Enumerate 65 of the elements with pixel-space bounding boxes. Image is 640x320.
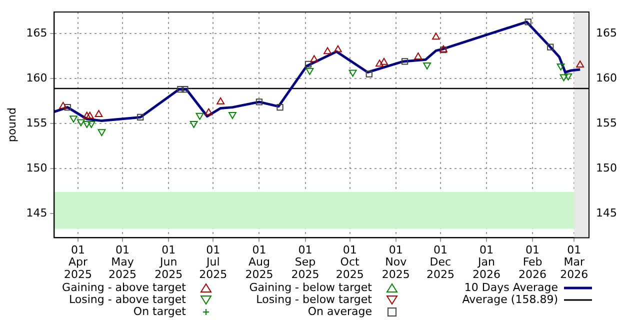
x-tick-label: 01 Jan 2026 <box>472 244 500 281</box>
y2-tick-label: 145 <box>596 206 618 220</box>
point <box>366 70 372 78</box>
x-tick-label: 01 Jun 2025 <box>154 244 183 281</box>
point <box>310 55 318 62</box>
y2-tick-label: 160 <box>596 71 618 84</box>
y2-tick-label: 150 <box>596 161 618 174</box>
y2-tick-label: 155 <box>596 116 618 130</box>
x-tick-label: 01 May 2025 <box>108 244 137 281</box>
point <box>82 121 91 128</box>
x-tick-label: 01 Nov 2025 <box>382 244 410 281</box>
point <box>380 58 388 65</box>
point <box>306 68 314 75</box>
point <box>376 60 384 67</box>
point <box>560 74 568 82</box>
point <box>414 52 422 60</box>
point <box>76 119 85 126</box>
point <box>304 60 312 68</box>
x-tick-label: 01 Oct 2025 <box>336 244 364 281</box>
point <box>70 116 78 123</box>
point <box>334 45 342 52</box>
point <box>98 129 106 136</box>
point <box>547 44 554 50</box>
point <box>137 114 144 121</box>
legend-label: On average <box>306 305 372 318</box>
legend-label: Losing - above target <box>68 293 186 306</box>
legend-label: Average (158.89) <box>461 293 558 306</box>
point <box>276 104 284 111</box>
y-tick-label: 165 <box>26 26 48 40</box>
y2-tick-label: 165 <box>596 26 618 40</box>
point <box>564 73 572 80</box>
legend-label: On target <box>132 305 186 318</box>
x-tick-label: 01 Jul 2025 <box>199 244 228 281</box>
y-axis-title: pound <box>5 108 18 142</box>
legend-label: Losing - below target <box>256 293 372 306</box>
y-tick-label: 160 <box>26 71 48 84</box>
x-tick-label: 01 Sep 2025 <box>291 244 320 281</box>
x-tick-label: 01 Feb 2026 <box>518 244 547 281</box>
legend-label: Gaining - below target <box>248 281 372 294</box>
x-tick-label: 01 Dec 2025 <box>426 244 454 281</box>
point <box>64 104 71 111</box>
point <box>432 32 440 40</box>
y-tick-label: 155 <box>26 116 48 130</box>
x-tick-label: 01 Apr 2025 <box>64 244 92 281</box>
y-tick-label: 150 <box>26 161 48 174</box>
point <box>524 18 532 26</box>
point <box>228 112 236 120</box>
point <box>401 58 408 65</box>
legend-label: Gaining - above target <box>61 281 186 294</box>
point <box>182 86 188 93</box>
point <box>196 112 204 120</box>
point <box>576 60 584 68</box>
point <box>256 98 263 106</box>
legend-label: 10 Days Average <box>463 281 558 294</box>
point <box>177 86 184 93</box>
point <box>190 121 198 128</box>
y-tick-label: 145 <box>26 206 48 220</box>
point <box>324 47 332 54</box>
point <box>94 110 103 118</box>
point <box>423 62 432 70</box>
point <box>87 121 96 128</box>
x-tick-label: 01 Mar 2026 <box>560 244 588 281</box>
x-tick-label: 01 Aug 2025 <box>245 244 274 281</box>
point <box>348 70 357 77</box>
point <box>556 63 565 70</box>
